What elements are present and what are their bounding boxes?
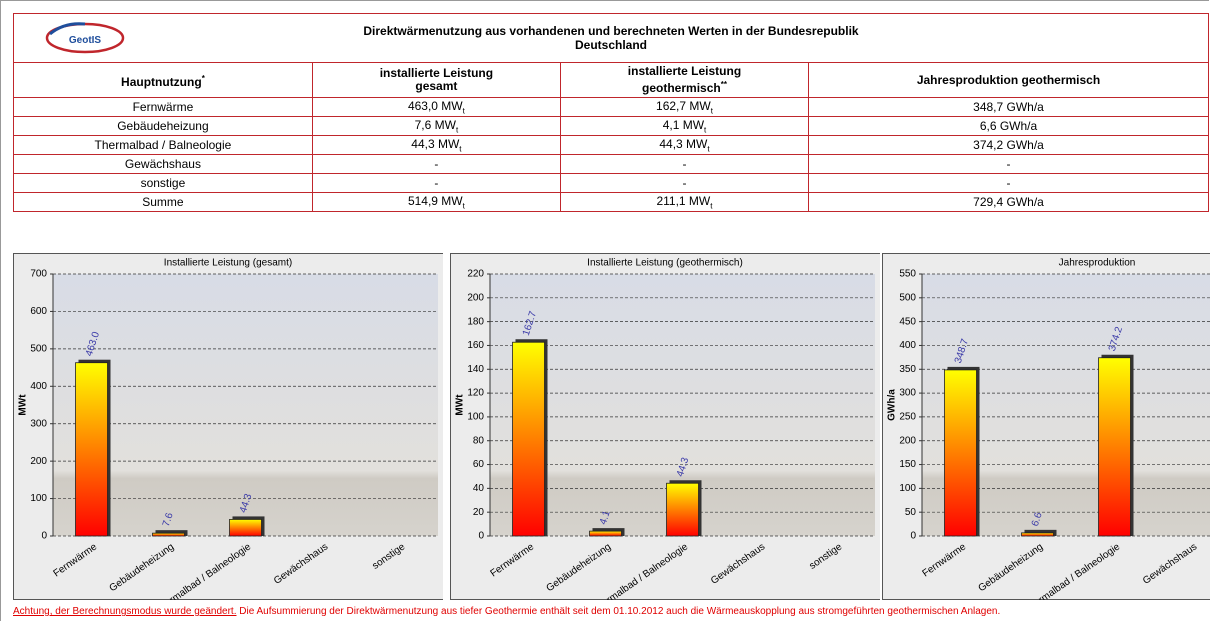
y-tick-label: 300 — [899, 388, 916, 399]
y-tick-label: 100 — [467, 412, 484, 423]
y-tick-label: 100 — [899, 483, 916, 494]
bar — [230, 519, 262, 536]
y-tick-label: 500 — [899, 292, 916, 303]
y-axis-label: MWt — [455, 394, 466, 416]
y-tick-label: 500 — [30, 343, 47, 354]
y-tick-label: 600 — [30, 306, 47, 317]
y-axis-label: MWt — [18, 394, 29, 416]
chart: Installierte Leistung (geothermisch) MWt 0… — [451, 254, 881, 602]
y-tick-label: 0 — [478, 531, 484, 542]
notice-text: Die Aufsummierung der Direktwärmenutzung… — [239, 606, 1000, 617]
chart: Installierte Leistung (gesamt) MWt 0 100 200… — [14, 254, 444, 602]
charts: Installierte Leistung (gesamt)MWt0100200… — [1, 1, 1210, 601]
y-tick-label: 100 — [30, 493, 47, 504]
y-tick-label: 450 — [899, 316, 916, 327]
y-tick-label: 160 — [467, 340, 484, 351]
y-tick-label: 400 — [30, 381, 47, 392]
notice-link[interactable]: Achtung, der Berechnungsmodus wurde geän… — [13, 606, 236, 617]
y-tick-label: 0 — [41, 531, 47, 542]
page: GeotISDirektwärmenutzung aus vorhandenen… — [0, 0, 1209, 621]
y-tick-label: 200 — [899, 435, 916, 446]
y-tick-label: 250 — [899, 412, 916, 423]
bar — [1099, 358, 1131, 536]
y-tick-label: 550 — [899, 269, 916, 280]
chart-title: Jahresproduktion — [1059, 258, 1136, 269]
y-axis-label: GWh/a — [887, 389, 898, 421]
bar — [590, 531, 622, 536]
bar — [667, 483, 699, 536]
y-tick-label: 40 — [473, 483, 485, 494]
y-tick-label: 50 — [905, 507, 917, 518]
y-tick-label: 140 — [467, 364, 484, 375]
y-tick-label: 200 — [467, 292, 484, 303]
bar — [76, 363, 108, 536]
y-tick-label: 180 — [467, 316, 484, 327]
y-tick-label: 400 — [899, 340, 916, 351]
y-tick-label: 300 — [30, 418, 47, 429]
y-tick-label: 120 — [467, 388, 484, 399]
y-tick-label: 220 — [467, 269, 484, 280]
chart-title: Installierte Leistung (gesamt) — [164, 258, 292, 269]
y-tick-label: 20 — [473, 507, 485, 518]
bar — [945, 370, 977, 536]
footer-note: Achtung, der Berechnungsmodus wurde geän… — [13, 606, 1000, 617]
y-tick-label: 60 — [473, 459, 485, 470]
y-tick-label: 200 — [30, 456, 47, 467]
bar — [513, 342, 545, 536]
chart-title: Installierte Leistung (geothermisch) — [587, 258, 743, 269]
bar — [153, 533, 185, 536]
chart: Jahresproduktion GWh/a 0 50 100 150 200 250 300 3… — [883, 254, 1210, 602]
y-tick-label: 0 — [910, 531, 916, 542]
bar — [1022, 533, 1054, 536]
y-tick-label: 350 — [899, 364, 916, 375]
y-tick-label: 700 — [30, 269, 47, 280]
y-tick-label: 80 — [473, 435, 485, 446]
y-tick-label: 150 — [899, 459, 916, 470]
